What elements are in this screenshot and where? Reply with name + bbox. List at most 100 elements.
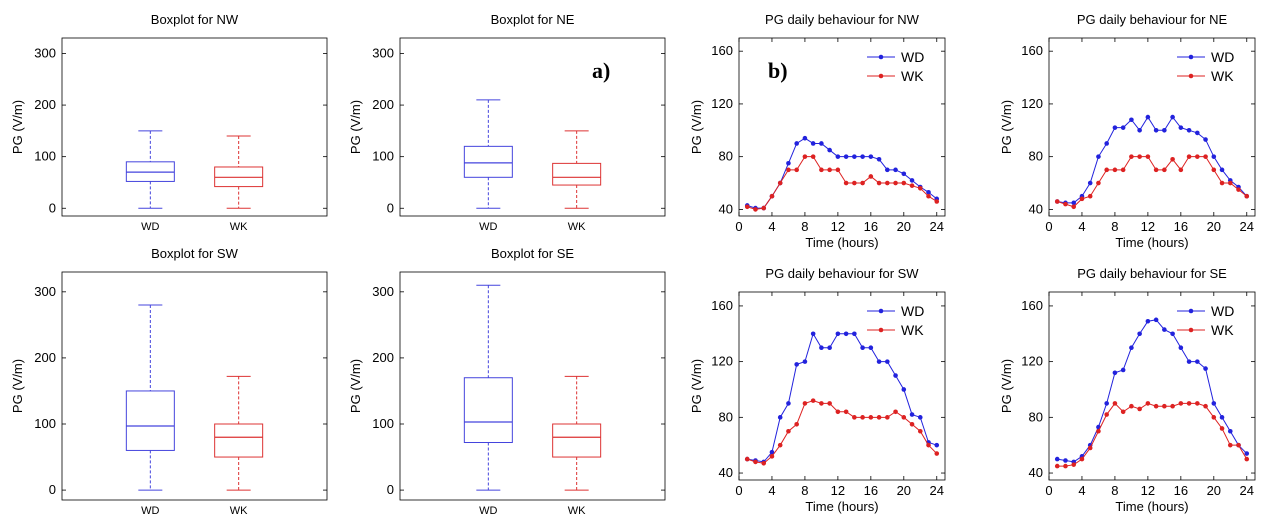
data-point-wd	[794, 362, 799, 367]
data-point-wd	[876, 359, 882, 364]
x-tick-label: 0	[735, 483, 742, 498]
x-tick-label: 4	[768, 483, 775, 498]
data-point-wd	[777, 415, 783, 420]
data-point-wk	[819, 401, 824, 406]
series-line-wd	[1057, 116, 1248, 204]
data-point-wd	[1195, 130, 1200, 136]
x-tick-label: 4	[1078, 219, 1085, 234]
data-point-wd	[1112, 125, 1118, 130]
data-point-wd	[819, 141, 824, 146]
box-wk	[552, 162, 602, 186]
plot-frame	[1048, 37, 1256, 217]
data-point-wk	[1236, 187, 1241, 192]
data-point-wk	[1211, 415, 1217, 420]
data-point-wk	[1087, 193, 1093, 199]
y-tick-label: 80	[1029, 149, 1043, 164]
plot-frame	[61, 271, 328, 501]
x-tick-label: 24	[930, 483, 944, 498]
data-point-wd	[868, 154, 874, 159]
data-point-wk	[1162, 167, 1167, 173]
data-point-wk	[1120, 167, 1126, 173]
data-point-wk	[926, 442, 931, 448]
y-tick-label: 120	[1021, 354, 1043, 369]
legend-marker-wk	[1188, 327, 1194, 333]
data-point-wk	[827, 401, 832, 406]
y-axis-label: PG (V/m)	[348, 359, 363, 413]
data-point-wk	[1104, 167, 1109, 173]
x-category-label: WD	[141, 221, 159, 233]
data-point-wd	[1153, 317, 1159, 323]
x-axis-label: Time (hours)	[805, 499, 878, 514]
data-point-wd	[827, 147, 832, 153]
data-point-wk	[1219, 180, 1225, 186]
data-point-wk	[868, 415, 874, 420]
data-point-wd	[1120, 367, 1126, 373]
y-tick-label: 200	[34, 97, 56, 112]
chart-title: Boxplot for NW	[151, 12, 239, 27]
x-tick-label: 12	[1141, 483, 1155, 498]
boxplot-1: Boxplot for NE PG (V/m) 0 100 200 300 WD WK	[348, 12, 666, 233]
data-point-wk	[1153, 167, 1159, 173]
data-point-wk	[876, 415, 882, 420]
data-point-wk	[917, 428, 923, 434]
data-point-wk	[1153, 403, 1159, 409]
legend-marker-wk	[1188, 73, 1194, 79]
x-tick-label: 16	[864, 483, 878, 498]
data-point-wd	[810, 331, 816, 337]
data-point-wd	[909, 412, 915, 417]
data-point-wd	[1211, 154, 1217, 159]
data-point-wk	[917, 186, 923, 191]
line-chart-2: PG daily behaviour for SW Time (hours) PG …	[689, 266, 946, 514]
series-line-wk	[747, 156, 938, 210]
data-point-wk	[1170, 403, 1175, 409]
data-point-wd	[794, 141, 799, 146]
data-point-wk	[1211, 167, 1217, 173]
x-tick-label: 20	[1207, 219, 1221, 234]
data-point-wd	[901, 387, 907, 392]
chart-title: PG daily behaviour for NW	[765, 12, 920, 27]
data-point-wd	[1186, 359, 1192, 364]
y-axis-label: PG (V/m)	[999, 359, 1014, 413]
data-point-wd	[1244, 451, 1250, 456]
data-point-wd	[893, 373, 898, 378]
data-point-wk	[761, 205, 767, 211]
y-tick-label: 0	[49, 200, 56, 215]
data-point-wk	[1186, 401, 1192, 406]
data-point-wk	[1054, 199, 1060, 204]
legend-marker-wk	[878, 73, 884, 79]
data-point-wk	[860, 180, 865, 186]
panel-label-a: a)	[592, 58, 610, 83]
data-point-wd	[860, 154, 865, 159]
box-wk	[552, 423, 602, 458]
data-point-wd	[786, 160, 791, 166]
data-point-wd	[893, 167, 898, 173]
data-point-wd	[1137, 127, 1142, 133]
data-point-wk	[835, 167, 841, 173]
y-tick-label: 160	[1021, 298, 1043, 313]
data-point-wk	[1195, 154, 1200, 159]
data-point-wd	[843, 331, 849, 337]
y-tick-label: 200	[34, 350, 56, 365]
data-point-wd	[885, 359, 890, 364]
data-point-wk	[786, 428, 791, 434]
data-point-wk	[1112, 167, 1118, 173]
data-point-wd	[885, 167, 890, 173]
y-tick-label: 80	[719, 409, 733, 424]
data-point-wk	[1227, 180, 1233, 186]
data-point-wk	[926, 193, 931, 199]
data-point-wd	[1162, 127, 1167, 133]
data-point-wd	[1211, 401, 1217, 406]
series-line-wd	[747, 137, 938, 209]
plot-frame	[1048, 291, 1256, 481]
data-point-wk	[777, 180, 783, 186]
legend-label-wd: WD	[1211, 303, 1234, 319]
data-point-wk	[769, 193, 775, 199]
data-point-wk	[1227, 442, 1233, 448]
data-point-wk	[1162, 403, 1167, 409]
data-point-wd	[860, 345, 865, 351]
data-point-wd	[1104, 141, 1109, 146]
x-tick-label: 0	[1045, 219, 1052, 234]
data-point-wk	[769, 454, 775, 459]
data-point-wd	[1178, 345, 1184, 351]
